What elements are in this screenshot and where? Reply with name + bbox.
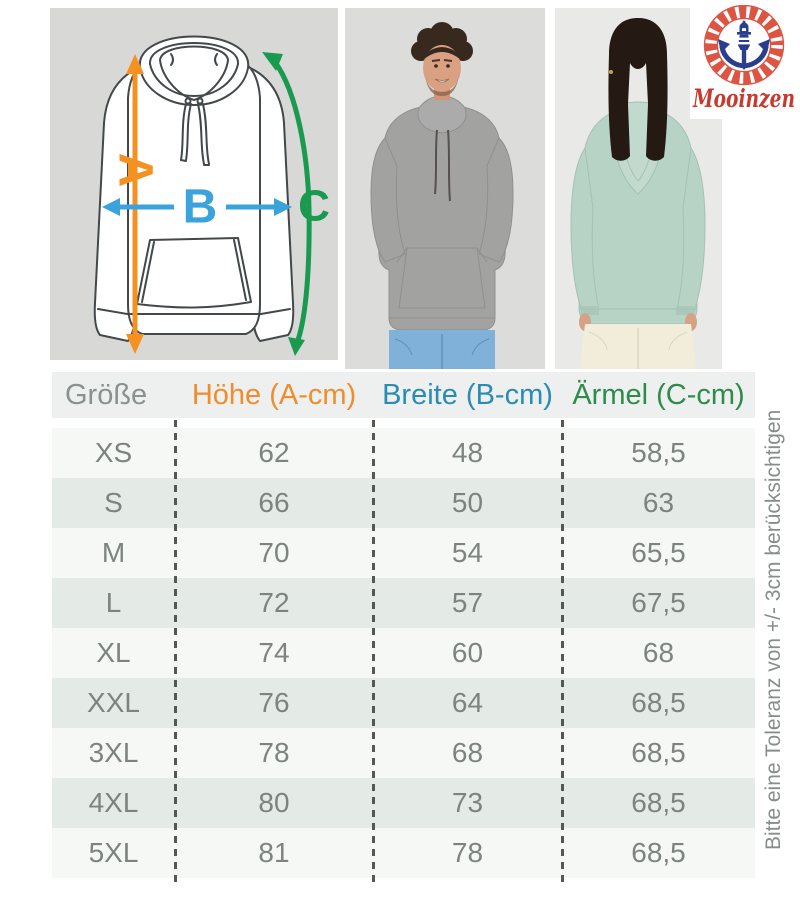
column-header-size: Größe bbox=[65, 378, 148, 411]
model-front-illustration bbox=[345, 8, 545, 369]
table-row: S 66 50 63 bbox=[52, 478, 755, 528]
size-table: Größe Höhe (A-cm) Breite (B-cm) Ärmel (C… bbox=[52, 372, 755, 886]
column-divider bbox=[174, 420, 177, 886]
man-hoodie bbox=[370, 103, 514, 331]
column-header-height: Höhe (A-cm) bbox=[191, 378, 357, 411]
diagram-drawstrings bbox=[180, 103, 210, 166]
height-cell: 74 bbox=[258, 637, 290, 668]
model-back-illustration bbox=[555, 8, 722, 369]
sleeve-cell: 68,5 bbox=[631, 837, 686, 868]
width-cell: 60 bbox=[451, 637, 484, 668]
diagram-pocket bbox=[136, 237, 252, 309]
man-head bbox=[411, 22, 473, 100]
woman-earring bbox=[609, 70, 613, 74]
size-cell: 5XL bbox=[88, 837, 139, 868]
size-cell: XL bbox=[96, 637, 131, 668]
table-row: 4XL 80 73 68,5 bbox=[52, 778, 755, 828]
table-row: 5XL 81 78 68,5 bbox=[52, 828, 755, 878]
column-header-width: Breite (B-cm) bbox=[382, 378, 553, 411]
width-cell: 73 bbox=[451, 787, 484, 818]
brand-name: Mooinzen bbox=[692, 84, 795, 113]
table-row: M 70 54 65,5 bbox=[52, 528, 755, 578]
width-cell: 54 bbox=[451, 537, 484, 568]
column-divider bbox=[561, 420, 564, 886]
table-row: XL 74 60 68 bbox=[52, 628, 755, 678]
width-cell: 78 bbox=[451, 837, 484, 868]
man-hood-collar bbox=[417, 95, 467, 134]
height-cell: 76 bbox=[258, 687, 290, 718]
sleeve-cell: 65,5 bbox=[631, 537, 686, 568]
measure-arrow-a: A bbox=[109, 54, 162, 354]
height-cell: 70 bbox=[258, 537, 290, 568]
size-cell: XXL bbox=[87, 687, 140, 718]
height-cell: 80 bbox=[258, 787, 290, 818]
table-row: 3XL 78 68 68,5 bbox=[52, 728, 755, 778]
woman-hoodie bbox=[570, 101, 706, 325]
sleeve-cell: 67,5 bbox=[631, 587, 686, 618]
measure-label-c: C bbox=[298, 182, 330, 231]
sleeve-cell: 68,5 bbox=[631, 787, 686, 818]
height-cell: 72 bbox=[258, 587, 290, 618]
size-cell: 3XL bbox=[88, 737, 139, 768]
model-photo-front bbox=[345, 8, 545, 369]
width-cell: 50 bbox=[451, 487, 484, 518]
height-cell: 81 bbox=[258, 837, 290, 868]
brand-logo: Mooinzen bbox=[690, 5, 798, 119]
tolerance-note: Bitte eine Toleranz von +/- 3cm berücksi… bbox=[762, 409, 785, 851]
hoodie-diagram-svg: A B C bbox=[93, 35, 330, 356]
size-cell: XS bbox=[94, 437, 133, 468]
width-cell: 48 bbox=[451, 437, 484, 468]
hoodie-measurement-diagram: A B C bbox=[50, 8, 338, 360]
table-row: XS 62 48 58,5 bbox=[52, 428, 755, 478]
measure-arrow-c: C bbox=[262, 52, 330, 356]
width-cell: 57 bbox=[451, 587, 484, 618]
anchor-lighthouse-icon bbox=[718, 20, 770, 70]
measure-label-b: B bbox=[183, 181, 218, 234]
size-table-body: XS 62 48 58,5 S 66 50 63 M 70 54 65,5 L … bbox=[52, 428, 755, 878]
height-cell: 66 bbox=[258, 487, 290, 518]
width-cell: 68 bbox=[451, 737, 484, 768]
brand-logo-svg: Mooinzen bbox=[692, 5, 795, 113]
measure-label-a: A bbox=[109, 153, 162, 188]
column-divider bbox=[372, 420, 375, 886]
table-row: XXL 76 64 68,5 bbox=[52, 678, 755, 728]
size-table-header: Größe Höhe (A-cm) Breite (B-cm) Ärmel (C… bbox=[52, 372, 755, 418]
size-cell: 4XL bbox=[88, 787, 139, 818]
height-cell: 78 bbox=[258, 737, 290, 768]
sleeve-cell: 58,5 bbox=[631, 437, 686, 468]
woman-hair bbox=[608, 18, 668, 161]
sleeve-cell: 63 bbox=[642, 487, 675, 518]
size-cell: L bbox=[105, 587, 122, 618]
size-cell: S bbox=[104, 487, 123, 518]
man-jeans bbox=[389, 330, 495, 369]
sleeve-cell: 68,5 bbox=[631, 687, 686, 718]
man-drawstrings bbox=[434, 129, 451, 202]
table-row: L 72 57 67,5 bbox=[52, 578, 755, 628]
height-cell: 62 bbox=[258, 437, 290, 468]
sleeve-cell: 68,5 bbox=[631, 737, 686, 768]
width-cell: 64 bbox=[451, 687, 484, 718]
size-cell: M bbox=[101, 537, 126, 568]
measure-arrow-b: B bbox=[102, 181, 292, 234]
column-header-sleeve: Ärmel (C-cm) bbox=[572, 378, 745, 411]
sleeve-cell: 68 bbox=[642, 637, 675, 668]
woman-pants bbox=[580, 324, 696, 369]
